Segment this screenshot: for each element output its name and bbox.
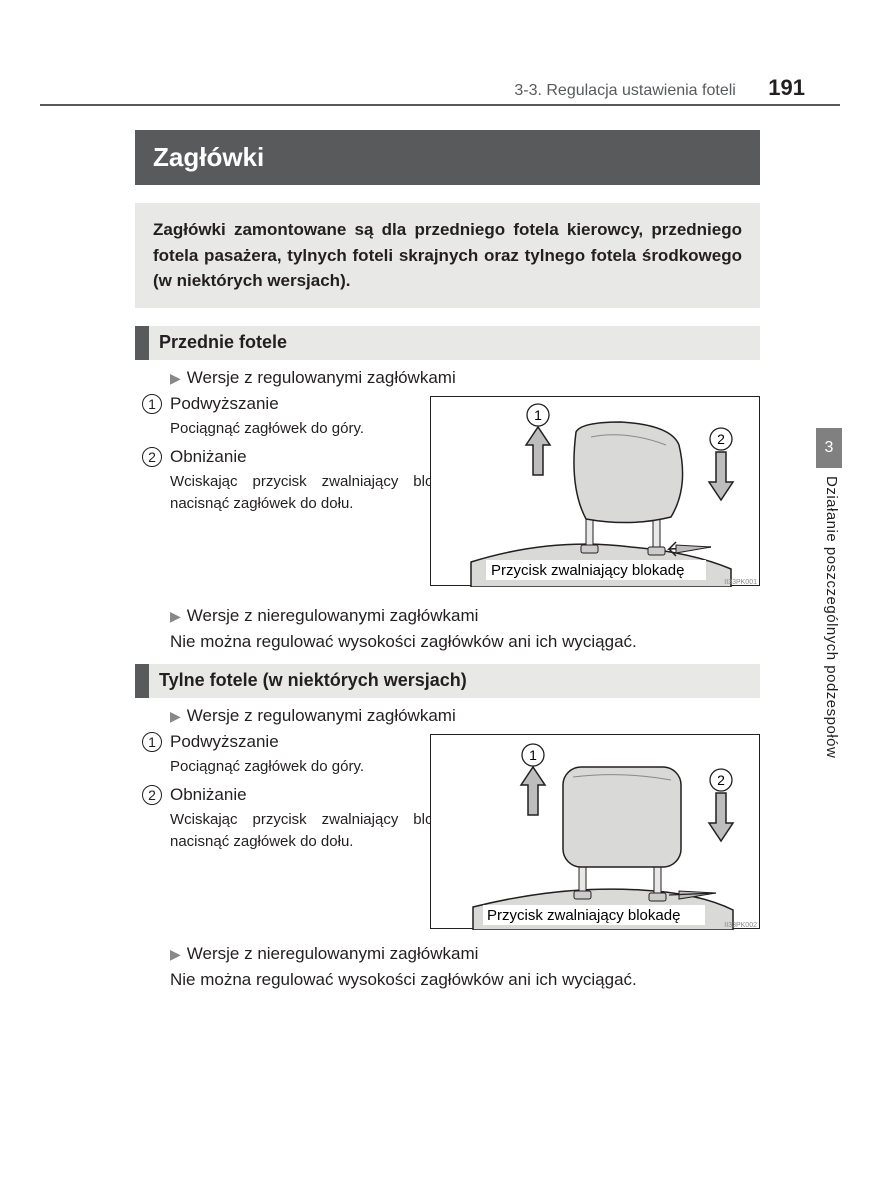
step-1-label: Podwyższanie — [170, 394, 279, 414]
section2-content: ▶Wersje z regulowanymi zagłówkami 1 Podw… — [170, 706, 760, 936]
callout-2: 2 — [717, 431, 725, 447]
circled-1-icon: 1 — [142, 732, 162, 752]
step-2-desc: Wciskając przycisk zwalniający blokadę, … — [170, 471, 470, 515]
chapter-number: 3 — [825, 439, 834, 457]
callout-1-rear: 1 — [529, 747, 537, 763]
intro-text: Zagłówki zamontowane są dla przedniego f… — [135, 203, 760, 308]
step-1-desc-rear: Pociągnąć zagłówek do góry. — [170, 756, 470, 778]
page: 3-3. Regulacja ustawienia foteli 191 Zag… — [0, 0, 880, 1042]
headrest-illustration: 1 2 Przycisk zwalniający blokadę II33PK0… — [431, 397, 761, 587]
headrest-illustration-rear: 1 2 Przycisk zwalniający blokadę II33PK0… — [431, 735, 761, 930]
non-adjustable-note: Nie można regulować wysokości zagłówków … — [170, 632, 760, 652]
header-area: 3-3. Regulacja ustawienia foteli 191 — [514, 75, 805, 101]
diagram-code: II33PK001 — [724, 579, 757, 586]
step-2-label-rear: Obniżanie — [170, 785, 247, 805]
bullet-nonadjustable: ▶Wersje z nieregulowanymi zagłówkami — [170, 606, 760, 626]
diagram-caption-rear: Przycisk zwalniający blokadę — [487, 907, 680, 924]
bullet-nonadjustable-rear: ▶Wersje z nieregulowanymi zagłówkami — [170, 944, 760, 964]
section-reference: 3-3. Regulacja ustawienia foteli — [514, 82, 735, 99]
triangle-icon: ▶ — [170, 946, 181, 962]
non-adjustable-note-rear: Nie można regulować wysokości zagłówków … — [170, 970, 760, 990]
section-header-front-seats: Przednie fotele — [135, 326, 760, 360]
section-label: Tylne fotele (w niektórych wersjach) — [159, 670, 467, 691]
section-label: Przednie fotele — [159, 332, 287, 353]
circled-2-icon: 2 — [142, 447, 162, 467]
diagram-rear-headrest: 1 2 Przycisk zwalniający blokadę II33PK0… — [430, 734, 760, 929]
section-accent — [135, 326, 149, 360]
step-2-label: Obniżanie — [170, 447, 247, 467]
section1-content: ▶Wersje z regulowanymi zagłówkami 1 Podw… — [170, 368, 760, 598]
triangle-icon: ▶ — [170, 608, 181, 624]
step-1-label-rear: Podwyższanie — [170, 732, 279, 752]
chapter-side-text: Działanie poszczególnych podzespołów — [823, 476, 840, 758]
circled-2-icon: 2 — [142, 785, 162, 805]
header-divider — [40, 104, 840, 106]
section2-content-lower: ▶Wersje z nieregulowanymi zagłówkami Nie… — [170, 944, 760, 990]
bullet-adjustable: ▶Wersje z regulowanymi zagłówkami — [170, 368, 760, 388]
callout-2-rear: 2 — [717, 772, 725, 788]
step-2-desc-rear: Wciskając przycisk zwalniający blokadę, … — [170, 809, 470, 853]
step-1-desc: Pociągnąć zagłówek do góry. — [170, 418, 470, 440]
triangle-icon: ▶ — [170, 370, 181, 386]
section-accent — [135, 664, 149, 698]
section1-content-lower: ▶Wersje z nieregulowanymi zagłówkami Nie… — [170, 606, 760, 652]
page-number: 191 — [768, 75, 805, 100]
diagram-front-headrest: 1 2 Przycisk zwalniający blokadę II33PK0… — [430, 396, 760, 586]
bullet-adjustable-rear: ▶Wersje z regulowanymi zagłówkami — [170, 706, 760, 726]
circled-1-icon: 1 — [142, 394, 162, 414]
chapter-tab: 3 — [816, 428, 842, 468]
callout-1: 1 — [534, 407, 542, 423]
page-title: Zagłówki — [135, 130, 760, 185]
diagram-caption: Przycisk zwalniający blokadę — [491, 562, 684, 579]
triangle-icon: ▶ — [170, 708, 181, 724]
section-header-rear-seats: Tylne fotele (w niektórych wersjach) — [135, 664, 760, 698]
diagram-code-rear: II33PK002 — [724, 922, 757, 929]
